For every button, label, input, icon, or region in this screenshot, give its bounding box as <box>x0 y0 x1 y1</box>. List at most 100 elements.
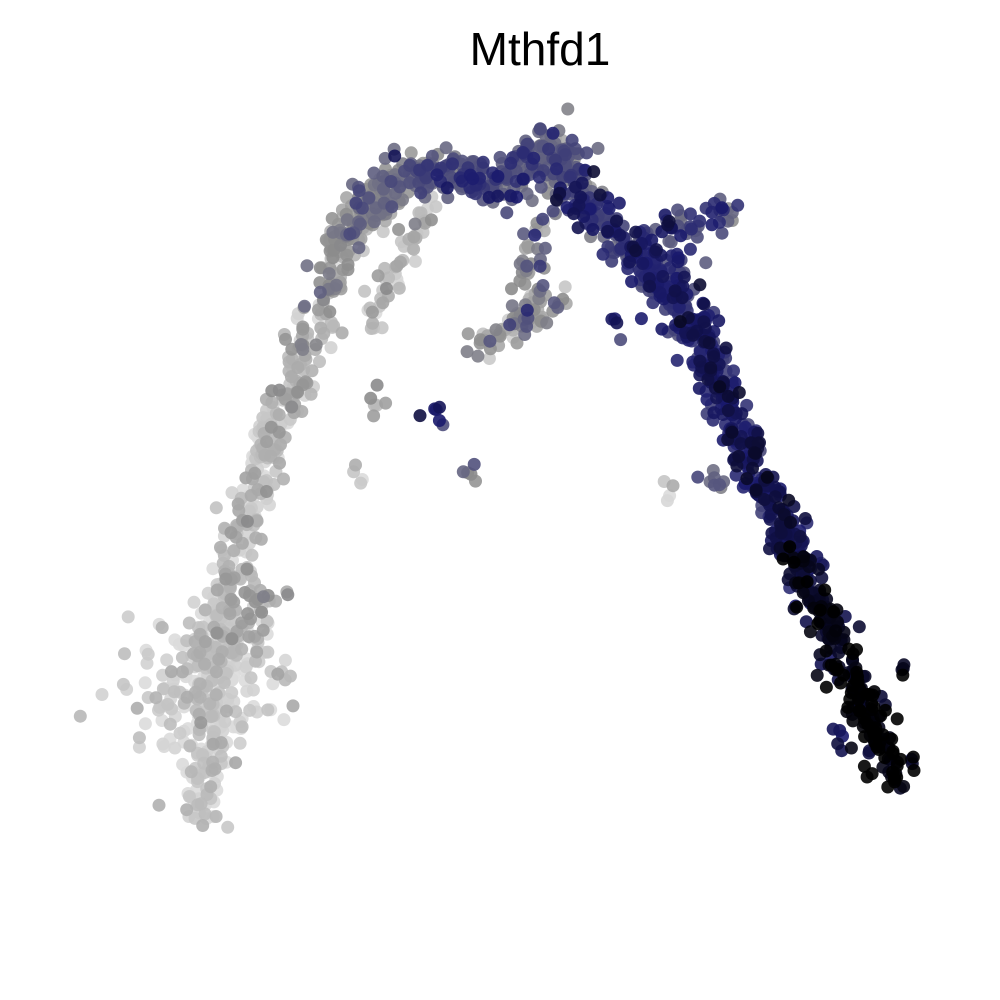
cell-point <box>890 712 904 726</box>
cell-point <box>702 336 716 350</box>
cell-point <box>367 409 381 423</box>
cell-point <box>279 332 292 346</box>
cell-point <box>826 722 840 736</box>
cell-point <box>241 607 255 621</box>
cell-point <box>906 750 920 764</box>
cell-point <box>240 514 254 528</box>
cell-point <box>225 646 239 660</box>
cell-point <box>208 762 222 776</box>
cell-point <box>662 214 676 228</box>
cell-point <box>433 400 446 414</box>
cell-point <box>343 227 357 241</box>
cell-point <box>614 242 628 256</box>
cell-point <box>798 512 812 525</box>
cell-point <box>460 345 474 359</box>
cell-point <box>439 141 453 155</box>
cell-point <box>461 327 475 341</box>
cell-point <box>760 470 774 484</box>
cell-point <box>182 616 196 630</box>
cell-point <box>533 259 547 273</box>
cell-point <box>534 180 548 194</box>
cell-point <box>731 198 745 212</box>
cell-point <box>421 158 434 172</box>
cell-point <box>528 228 542 242</box>
cell-point <box>520 303 534 317</box>
cell-point <box>776 552 790 566</box>
cell-point <box>273 456 286 470</box>
cell-point <box>217 676 231 690</box>
cell-point <box>467 457 481 471</box>
cell-point <box>670 353 684 367</box>
cell-point <box>220 704 233 718</box>
cell-point <box>245 548 259 562</box>
cell-point <box>561 102 575 116</box>
cell-point <box>684 222 698 236</box>
cell-point <box>571 221 585 235</box>
cell-point <box>323 305 337 319</box>
cell-point <box>176 757 190 771</box>
cell-point <box>730 459 744 473</box>
cell-point <box>198 807 212 821</box>
cell-point <box>209 810 223 823</box>
cell-point <box>278 653 292 667</box>
cell-point <box>366 316 380 330</box>
cell-point <box>500 206 514 220</box>
cell-point <box>322 267 336 281</box>
cell-point <box>504 156 518 170</box>
cell-point <box>851 675 865 689</box>
cell-point <box>721 404 735 417</box>
cell-point <box>352 184 366 198</box>
cell-point <box>173 726 187 740</box>
cell-point <box>242 630 256 644</box>
cell-point <box>520 187 534 201</box>
cell-point <box>429 200 443 214</box>
cell-point <box>212 652 226 666</box>
cell-point <box>430 168 444 182</box>
cell-point <box>846 714 860 728</box>
cell-point <box>569 180 582 194</box>
cell-point <box>536 212 550 226</box>
cell-point <box>668 284 682 298</box>
cell-point <box>813 603 827 617</box>
cell-point <box>587 165 601 179</box>
cell-point <box>218 715 232 729</box>
cell-point <box>683 242 697 256</box>
cell-point <box>473 333 487 347</box>
cell-point <box>844 741 858 755</box>
cell-point <box>666 479 680 493</box>
cell-point <box>334 238 347 252</box>
cell-point <box>787 555 801 569</box>
cell-point <box>392 281 406 295</box>
cell-point <box>392 223 406 236</box>
cell-point <box>546 126 560 140</box>
cell-point <box>130 701 144 715</box>
cell-point <box>727 364 740 378</box>
cell-point <box>865 767 879 781</box>
cell-point <box>596 247 610 261</box>
cell-point <box>705 218 719 232</box>
cell-point <box>707 350 721 364</box>
cell-point <box>790 600 804 614</box>
cell-point <box>209 501 223 515</box>
cell-point <box>204 710 218 724</box>
cell-point <box>550 193 563 207</box>
cell-point <box>176 665 189 679</box>
cell-point <box>602 202 616 215</box>
cell-point <box>184 765 198 779</box>
cell-point <box>907 764 921 777</box>
cell-point <box>209 688 223 702</box>
cell-point <box>156 737 170 751</box>
cell-point <box>773 541 787 555</box>
cell-point <box>547 296 561 310</box>
cell-point <box>138 717 152 731</box>
cell-point <box>256 623 270 637</box>
cell-point <box>610 214 623 228</box>
cell-point <box>673 315 687 329</box>
chart-title: Mthfd1 <box>469 23 611 75</box>
cell-point <box>335 326 349 340</box>
cell-point <box>749 446 763 460</box>
cell-point <box>878 703 892 717</box>
cell-point <box>704 361 718 375</box>
cell-point <box>206 562 220 576</box>
cell-point <box>715 201 729 215</box>
